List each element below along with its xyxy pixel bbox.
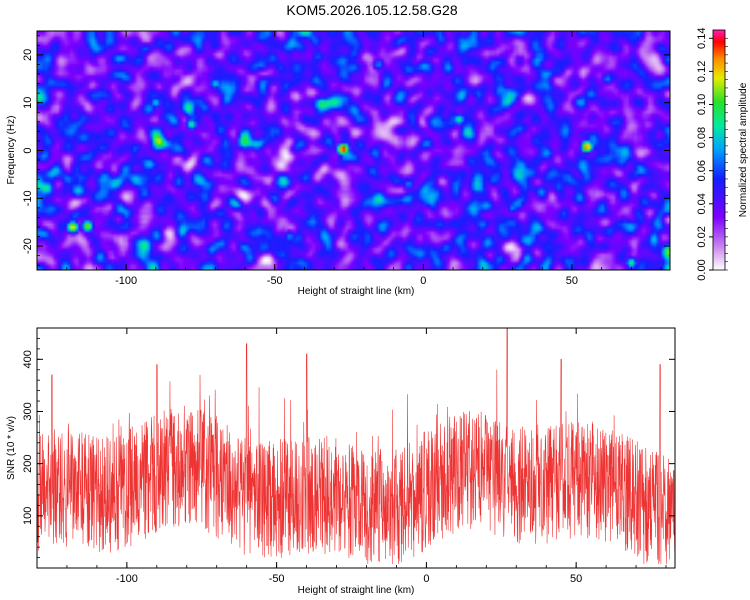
snr-panel: -100 -50 0 50 100 200 300 400 Height of straig… (6, 327, 676, 596)
snr-frame (36, 327, 676, 569)
spectrogram-y-tick-label: 10 (22, 97, 34, 109)
snr-x-tick-label: 0 (423, 573, 429, 585)
spectrogram-y-tick-label: 0 (22, 147, 34, 153)
snr-y-tick-label: 200 (22, 454, 34, 472)
colorbar: 0.00 0.02 0.04 0.06 0.08 0.10 0.12 0.14 Normali… (696, 28, 749, 281)
spectrogram-x-tick-label: 50 (566, 275, 578, 287)
spectrogram-x-tick-label: -100 (115, 275, 137, 287)
snr-y-tick-label: 400 (22, 350, 34, 368)
colorbar-tick-label: 0.10 (696, 94, 708, 115)
spectrogram-image (37, 31, 670, 270)
snr-x-ticks: -100 -50 0 50 (36, 328, 667, 585)
spectrogram-y-tick-label: -10 (22, 190, 34, 206)
spectrogram-y-tick-label: -20 (22, 238, 34, 254)
colorbar-tick-label: 0.08 (696, 127, 708, 148)
colorbar-ticks: 0.00 0.02 0.04 0.06 0.08 0.10 0.12 0.14 (696, 28, 728, 281)
colorbar-scale (712, 29, 726, 271)
spectrogram-y-tick-label: 20 (22, 49, 34, 61)
spectrogram-y-ticks: -20 -10 0 10 20 (22, 35, 670, 266)
spectrogram-x-tick-label: 0 (420, 275, 426, 287)
snr-y-tick-label: 100 (22, 507, 34, 525)
spectrogram-y-axis-label: Frequency (Hz) (6, 116, 17, 185)
colorbar-tick-label: 0.14 (696, 28, 708, 49)
colorbar-tick-label: 0.12 (696, 61, 708, 82)
snr-x-tick-label: 50 (570, 573, 582, 585)
snr-series-line (36, 327, 676, 564)
colorbar-tick-label: 0.02 (696, 226, 708, 247)
snr-x-axis-label: Height of straight line (km) (298, 585, 415, 596)
snr-y-axis-label: SNR (10 * v/v) (6, 416, 17, 480)
figure-title: KOM5.2026.105.12.58.G28 (286, 2, 457, 18)
snr-x-tick-label: -100 (116, 573, 138, 585)
spectrogram-x-ticks: -100 -50 0 50 (36, 31, 662, 287)
snr-y-ticks: 100 200 300 400 (22, 327, 675, 569)
snr-x-tick-label: -50 (269, 573, 285, 585)
colorbar-tick-label: 0.06 (696, 160, 708, 181)
colorbar-tick-label: 0.00 (696, 259, 708, 280)
colorbar-label: Normalized spectral amplitude (738, 82, 749, 217)
colorbar-tick-label: 0.04 (696, 193, 708, 214)
spectrogram-x-axis-label: Height of straight line (km) (298, 286, 415, 297)
snr-y-tick-label: 300 (22, 402, 34, 420)
spectrogram-x-tick-label: -50 (267, 275, 283, 287)
